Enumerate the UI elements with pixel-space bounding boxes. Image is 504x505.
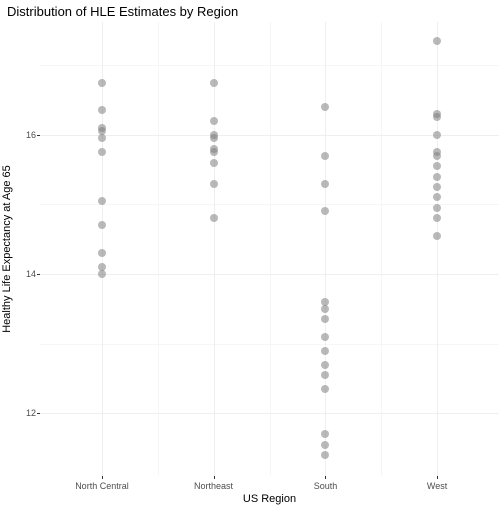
data-point [433, 37, 441, 45]
data-point [210, 214, 218, 222]
y-tick-label: 16 [26, 130, 40, 140]
data-point [321, 385, 329, 393]
data-point [210, 148, 218, 156]
data-point [433, 152, 441, 160]
data-point [433, 131, 441, 139]
data-point [321, 333, 329, 341]
grid-major-v [437, 22, 438, 476]
y-tick-label: 14 [26, 269, 40, 279]
grid-major-h [40, 413, 499, 414]
data-point [210, 79, 218, 87]
data-point [210, 134, 218, 142]
grid-minor-v [158, 22, 159, 476]
data-point [321, 361, 329, 369]
y-tick-label: 12 [26, 408, 40, 418]
data-point [433, 204, 441, 212]
chart-container: Distribution of HLE Estimates by Region … [0, 0, 504, 504]
data-point [433, 214, 441, 222]
data-point [321, 207, 329, 215]
data-point [321, 315, 329, 323]
data-point [433, 193, 441, 201]
grid-major-v [214, 22, 215, 476]
data-point [210, 117, 218, 125]
data-point [433, 232, 441, 240]
data-point [98, 134, 106, 142]
data-point [321, 305, 329, 313]
x-axis-label: US Region [243, 493, 296, 505]
data-point [98, 221, 106, 229]
data-point [433, 173, 441, 181]
chart-title: Distribution of HLE Estimates by Region [7, 4, 238, 19]
data-point [321, 180, 329, 188]
data-point [321, 347, 329, 355]
data-point [210, 180, 218, 188]
data-point [433, 113, 441, 121]
data-point [321, 451, 329, 459]
grid-minor-v [381, 22, 382, 476]
data-point [98, 106, 106, 114]
grid-major-h [40, 135, 499, 136]
data-point [433, 183, 441, 191]
x-tick-label: South [314, 476, 338, 491]
plot-panel: 121416North CentralNortheastSouthWest [40, 22, 499, 476]
grid-major-h [40, 274, 499, 275]
data-point [98, 148, 106, 156]
data-point [210, 159, 218, 167]
data-point [98, 270, 106, 278]
data-point [98, 79, 106, 87]
data-point [433, 162, 441, 170]
data-point [321, 371, 329, 379]
x-tick-label: Northeast [194, 476, 233, 491]
x-tick-label: North Central [75, 476, 129, 491]
grid-major-v [325, 22, 326, 476]
data-point [321, 152, 329, 160]
data-point [321, 103, 329, 111]
data-point [321, 441, 329, 449]
grid-minor-v [270, 22, 271, 476]
y-axis-label: Healthy Life Expectancy at Age 65 [1, 165, 13, 333]
data-point [98, 197, 106, 205]
data-point [98, 249, 106, 257]
data-point [321, 430, 329, 438]
x-tick-label: West [427, 476, 447, 491]
